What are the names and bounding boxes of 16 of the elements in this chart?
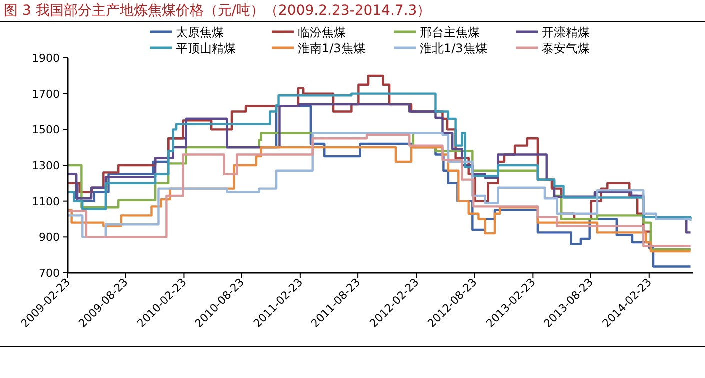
legend-label: 平顶山精煤 (176, 42, 236, 56)
y-tick-label: 1300 (32, 160, 60, 172)
y-tick-label: 1900 (32, 52, 60, 65)
y-tick-label: 1100 (32, 195, 60, 208)
y-tick-label: 1700 (32, 88, 60, 101)
legend-label: 太原焦煤 (176, 26, 224, 40)
y-tick-label: 700 (39, 267, 60, 280)
legend-label: 开滦精煤 (542, 26, 590, 40)
legend-label: 临汾焦煤 (298, 26, 346, 40)
legend-label: 泰安气煤 (542, 42, 590, 56)
y-tick-label: 1500 (32, 124, 60, 137)
legend-label: 邢台主焦煤 (420, 26, 480, 40)
legend-label: 淮北1/3焦煤 (420, 42, 488, 56)
legend-label: 淮南1/3焦煤 (298, 42, 366, 56)
y-tick-label: 900 (39, 231, 60, 244)
chart-title: 图 3 我国部分主产地炼焦煤价格（元/吨）（2009.2.23-2014.7.3） (4, 3, 432, 19)
